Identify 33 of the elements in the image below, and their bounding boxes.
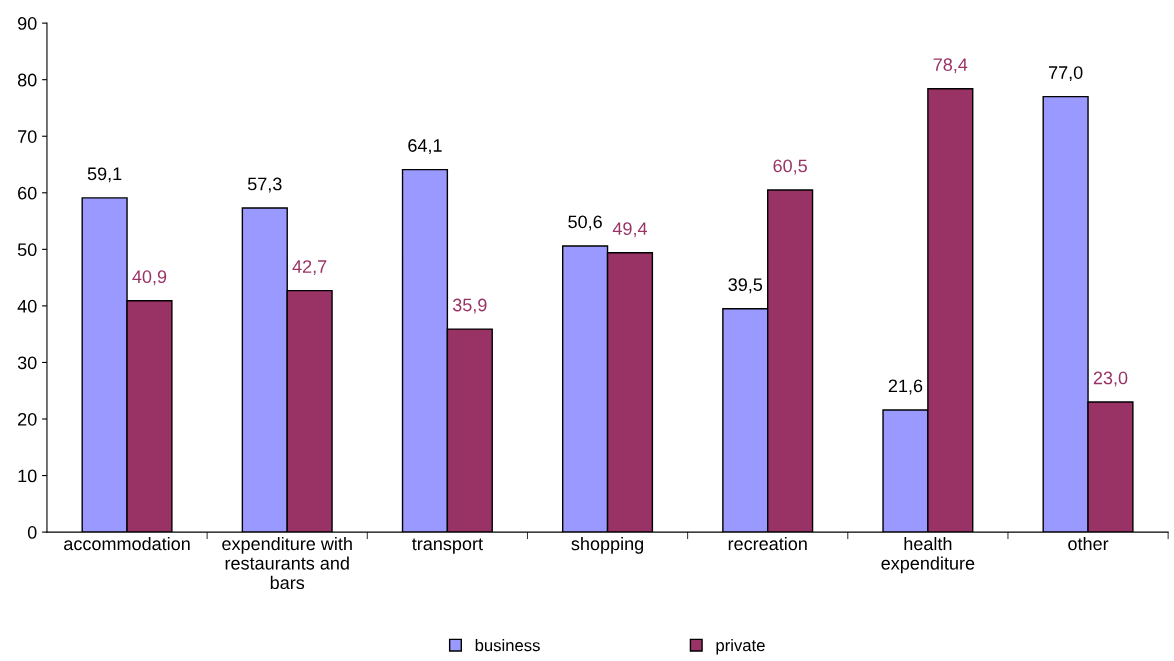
y-tick-label: 80: [17, 73, 37, 87]
data-label: 60,5: [773, 159, 807, 175]
y-tick-label: 50: [17, 243, 37, 257]
y-tick-label: 60: [18, 186, 37, 200]
data-label: 77,0: [1048, 66, 1083, 82]
data-label: 42,7: [292, 260, 327, 276]
y-tick-label: 10: [18, 469, 37, 483]
y-tick-label: 90: [18, 17, 37, 30]
x-tick-label: expenditure with restaurants and bars: [222, 536, 352, 590]
data-label: 64,1: [408, 139, 442, 155]
x-tick-label: accommodation: [64, 536, 190, 551]
legend-label: private: [716, 638, 765, 655]
x-tick-label: transport: [412, 538, 483, 554]
y-tick-label: 20: [18, 412, 37, 426]
y-tick-label: 0: [27, 526, 37, 539]
x-tick-label: health expenditure: [881, 536, 975, 574]
legend-label: business: [475, 638, 540, 652]
data-label: 78,4: [933, 58, 968, 74]
x-tick-label: other: [1068, 536, 1109, 551]
y-tick-label: 70: [18, 130, 37, 143]
data-label: 59,1: [87, 167, 122, 183]
y-tick-label: 40: [17, 299, 37, 313]
data-label: 50,6: [568, 215, 602, 231]
y-tick-label: 30: [17, 356, 37, 370]
data-label: 40,9: [132, 270, 167, 286]
data-label: 57,3: [247, 177, 282, 193]
data-label: 23,0: [1093, 371, 1128, 387]
data-label: 21,6: [888, 379, 923, 395]
x-tick-label: recreation: [728, 536, 807, 551]
data-label: 35,9: [452, 298, 487, 314]
x-tick-label: shopping: [571, 536, 644, 554]
data-label: 39,5: [728, 278, 763, 294]
data-label: 49,4: [612, 222, 648, 238]
